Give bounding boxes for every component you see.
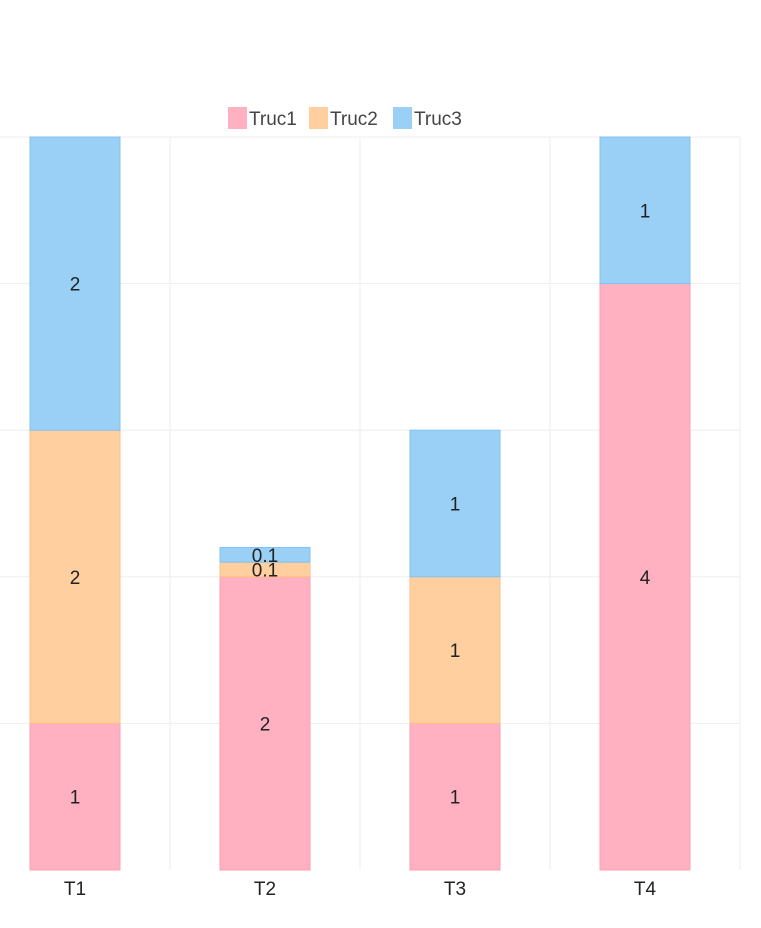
x-tick-label-t2: T2 (254, 879, 276, 900)
data-label-truc2-t3: 1 (450, 641, 461, 662)
x-tick-label-t4: T4 (634, 879, 657, 900)
grid (0, 136, 741, 870)
data-label-truc1-t2: 2 (260, 714, 271, 735)
bar-truc3-t2[interactable] (219, 546, 311, 563)
bar-truc1-t1[interactable] (29, 722, 121, 871)
x-tick-label-t3: T3 (444, 879, 466, 900)
data-label-truc3-t3: 1 (450, 495, 461, 516)
bar-truc1-t4[interactable] (599, 283, 691, 871)
x-tick-label-t1: T1 (64, 879, 86, 900)
bars (29, 136, 691, 871)
bar-truc1-t3[interactable] (409, 722, 501, 871)
data-labels: 1 2 2 2 0.10.1 1 1 1 4 1 (70, 201, 651, 808)
data-label-truc3-t2: 0.1 (252, 546, 278, 567)
legend-swatch-truc1 (228, 107, 247, 129)
legend-swatch-truc2 (309, 107, 328, 129)
bar-truc1-t2[interactable] (219, 576, 311, 871)
legend-item-truc2[interactable]: Truc2 (309, 107, 378, 130)
data-label-truc1-t1: 1 (70, 788, 81, 809)
data-label-truc2-t2: 0.1 (252, 560, 278, 581)
legend-label-truc3: Truc3 (414, 109, 462, 130)
legend-label-truc2: Truc2 (330, 109, 378, 130)
legend-item-truc3[interactable]: Truc3 (393, 107, 462, 130)
legend-label-truc1: Truc1 (249, 109, 297, 130)
bar-truc3-t1[interactable] (29, 136, 121, 431)
x-axis-ticks: T1 T2 T3 T4 (64, 879, 657, 900)
data-label-truc1-t3: 1 (450, 788, 461, 809)
bar-truc3-t3[interactable] (409, 429, 501, 578)
data-label-truc3-t4: 1 (640, 201, 651, 222)
bar-truc3-t4[interactable] (599, 136, 691, 285)
legend-swatch-truc3 (393, 107, 412, 129)
legend[interactable]: Truc1 Truc2 Truc3 (228, 107, 462, 130)
data-label-truc3-t1: 2 (70, 275, 81, 296)
legend-item-truc1[interactable]: Truc1 (228, 107, 297, 130)
data-label-truc1-t4: 4 (640, 568, 651, 589)
data-label-truc2-t1: 2 (70, 568, 81, 589)
bar-truc2-t3[interactable] (409, 576, 501, 724)
bar-truc2-t1[interactable] (29, 429, 121, 724)
